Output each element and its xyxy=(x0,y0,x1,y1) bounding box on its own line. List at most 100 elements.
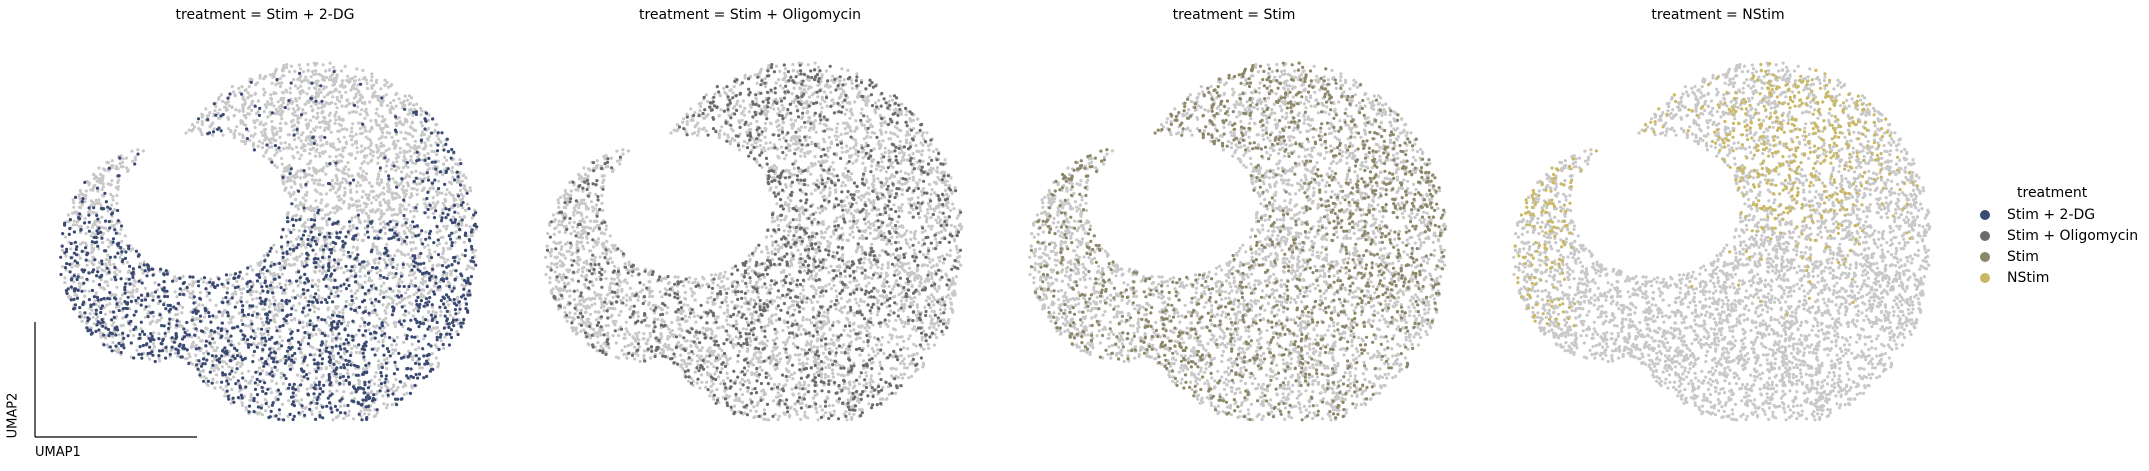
data-point xyxy=(313,86,317,90)
data-point xyxy=(330,73,334,77)
data-point xyxy=(269,157,273,161)
data-point xyxy=(148,357,152,361)
data-point xyxy=(91,231,95,235)
data-point xyxy=(194,309,198,313)
data-point xyxy=(279,268,283,272)
data-point xyxy=(74,195,78,199)
data-point xyxy=(288,146,292,150)
data-point xyxy=(108,297,112,301)
data-point xyxy=(313,256,317,260)
data-point xyxy=(439,299,443,303)
data-point xyxy=(362,264,366,268)
data-point xyxy=(245,137,249,141)
data-point xyxy=(232,133,236,137)
data-point xyxy=(106,253,110,257)
data-point xyxy=(211,130,216,134)
data-point xyxy=(441,252,445,256)
data-point xyxy=(378,292,382,296)
data-point xyxy=(444,192,448,196)
data-point xyxy=(268,249,272,253)
data-point xyxy=(129,341,133,345)
data-point xyxy=(409,154,413,159)
data-point xyxy=(208,341,212,345)
data-point xyxy=(363,383,367,387)
data-point xyxy=(325,203,329,207)
data-point xyxy=(327,268,331,273)
data-point xyxy=(378,389,382,393)
data-point xyxy=(408,149,412,153)
data-point xyxy=(325,75,329,80)
data-point xyxy=(116,174,120,178)
data-point xyxy=(101,182,105,186)
data-point xyxy=(91,315,95,319)
data-point xyxy=(92,302,96,306)
data-point xyxy=(317,327,321,332)
data-point xyxy=(332,357,336,361)
data-point xyxy=(312,392,316,396)
data-point xyxy=(80,276,84,280)
data-point xyxy=(269,280,274,284)
data-point xyxy=(431,117,435,121)
data-point xyxy=(118,256,122,260)
data-point xyxy=(412,146,416,150)
data-point xyxy=(395,249,399,253)
data-point xyxy=(329,407,333,411)
data-point xyxy=(374,257,378,261)
data-point xyxy=(415,209,419,213)
data-point xyxy=(361,318,365,322)
data-point xyxy=(268,372,272,376)
data-point xyxy=(63,266,68,270)
data-point xyxy=(389,387,393,391)
data-point xyxy=(296,78,300,82)
data-point xyxy=(273,365,277,369)
data-point xyxy=(241,357,245,362)
data-point xyxy=(197,346,201,350)
data-point xyxy=(156,295,160,299)
data-point xyxy=(253,104,257,108)
data-point xyxy=(78,315,82,319)
data-point xyxy=(344,287,349,291)
data-point xyxy=(445,332,449,336)
data-point xyxy=(399,250,403,254)
data-point xyxy=(216,127,220,131)
data-point xyxy=(362,208,366,212)
data-point xyxy=(303,102,307,106)
data-point xyxy=(431,309,435,314)
data-point xyxy=(89,203,93,207)
data-point xyxy=(292,382,296,386)
data-point xyxy=(431,267,435,271)
data-point xyxy=(309,130,313,134)
data-point xyxy=(388,287,392,291)
data-point xyxy=(294,279,299,283)
data-point xyxy=(318,229,322,234)
data-point xyxy=(67,232,71,236)
data-point xyxy=(261,133,265,137)
data-point xyxy=(340,118,344,122)
data-point xyxy=(349,228,353,232)
data-point xyxy=(318,248,323,252)
data-point xyxy=(206,117,210,122)
data-point xyxy=(101,286,106,290)
data-point xyxy=(282,266,287,270)
data-point xyxy=(306,237,310,242)
data-point xyxy=(349,274,354,278)
data-point xyxy=(256,110,260,114)
data-point xyxy=(368,152,373,156)
data-point xyxy=(363,320,367,325)
data-point xyxy=(388,220,392,224)
data-point xyxy=(443,335,447,339)
data-point xyxy=(249,392,253,396)
data-point xyxy=(100,187,104,192)
data-point xyxy=(462,284,466,288)
data-point xyxy=(382,402,386,406)
data-point xyxy=(241,376,245,380)
data-point xyxy=(364,135,368,139)
data-point xyxy=(444,142,448,146)
data-point xyxy=(305,126,309,130)
data-point xyxy=(350,294,354,298)
data-point xyxy=(241,304,245,308)
data-point xyxy=(68,270,72,274)
data-point xyxy=(255,305,259,309)
data-point xyxy=(385,347,389,351)
data-point xyxy=(301,196,305,200)
